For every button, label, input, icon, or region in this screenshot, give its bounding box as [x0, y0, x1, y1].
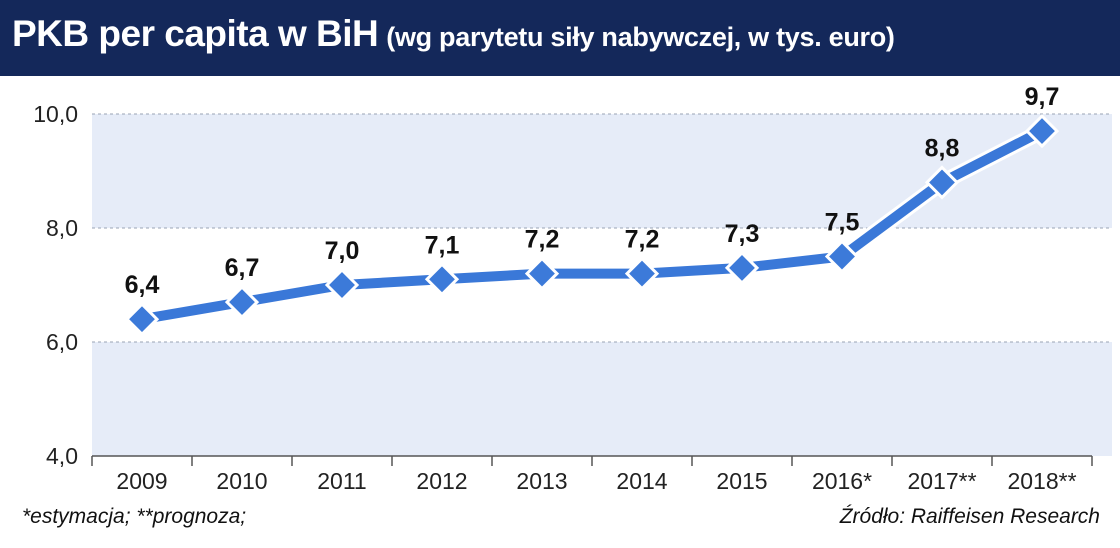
band-1 — [92, 228, 1112, 342]
source-note: Źródło: Raiffeisen Research — [839, 505, 1100, 528]
chart-title: PKB per capita w BiH (wg parytetu siły na… — [12, 13, 895, 55]
data-point-2018 — [1024, 113, 1060, 149]
data-label-2009: 6,4 — [125, 271, 160, 299]
data-markers — [124, 113, 1060, 337]
series-line-path — [137, 126, 1047, 325]
chart-subtitle: (wg parytetu siły nabywczej, w tys. euro… — [386, 22, 895, 52]
chart-header: PKB per capita w BiH (wg parytetu siły na… — [0, 0, 1120, 76]
data-point-2013 — [524, 256, 560, 291]
y-tick-label: 8,0 — [46, 215, 78, 241]
data-label-2012: 7,1 — [425, 231, 460, 259]
data-point-2009 — [124, 302, 160, 337]
data-point-2016 — [824, 239, 860, 274]
data-labels: 6,4 6,7 7,0 7,1 7,2 7,2 7,3 7,5 8,8 9,7 — [125, 83, 1060, 299]
x-tick-label: 2015 — [716, 468, 767, 494]
data-point-2012 — [424, 262, 460, 297]
data-point-2010 — [224, 284, 260, 320]
x-tick-label: 2013 — [516, 468, 567, 494]
y-tick-label: 4,0 — [46, 443, 78, 469]
data-label-2014: 7,2 — [625, 226, 660, 254]
data-point-2017 — [924, 165, 960, 200]
x-tick-label: 2017** — [907, 468, 976, 494]
x-tick-label: 2016* — [812, 468, 872, 494]
x-tick-label: 2014 — [616, 468, 667, 494]
chart-title-text: PKB per capita w BiH — [12, 13, 379, 54]
data-label-2015: 7,3 — [725, 220, 760, 248]
data-point-2014 — [624, 256, 660, 291]
series-line — [134, 123, 1050, 328]
y-tick-label: 10,0 — [33, 101, 78, 127]
x-tick-label: 2012 — [416, 468, 467, 494]
data-label-2018: 9,7 — [1025, 83, 1060, 111]
data-label-2010: 6,7 — [225, 254, 260, 282]
x-tick-label: 2018** — [1007, 468, 1076, 494]
data-point-2015 — [724, 250, 760, 286]
band-0 — [92, 342, 1112, 456]
axes: 4,0 6,0 8,0 10,0 2009 2010 2011 2012 2013 2014 201… — [33, 101, 1093, 494]
y-tick-label: 6,0 — [46, 329, 78, 355]
data-label-2016: 7,5 — [825, 209, 860, 237]
data-point-2011 — [324, 267, 360, 303]
x-tick-label: 2011 — [317, 468, 366, 494]
x-tick-label: 2009 — [116, 468, 167, 494]
gridlines — [92, 113, 1112, 343]
data-label-2017: 8,8 — [925, 134, 960, 162]
x-tick-label: 2010 — [216, 468, 267, 494]
data-label-2013: 7,2 — [525, 226, 560, 254]
footnote: *estymacja; **prognoza; — [22, 505, 247, 528]
data-label-2011: 7,0 — [325, 237, 360, 265]
